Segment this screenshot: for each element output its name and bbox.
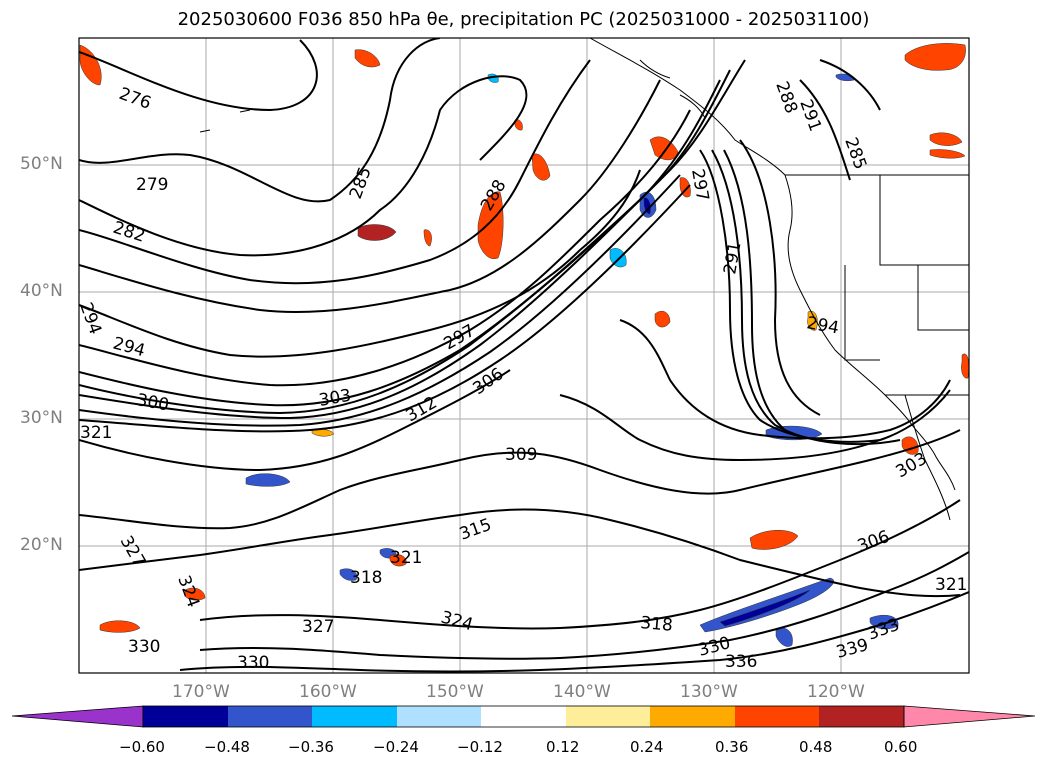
colorbar-segment (566, 706, 650, 727)
lon-label-150w: 150°W (426, 682, 484, 702)
contour-label: 327 (302, 617, 334, 637)
colorbar-tick-label: −0.24 (373, 738, 419, 756)
coastlines (199, 38, 969, 521)
colorbar-extend-low (11, 705, 144, 728)
colorbar-tick-label: 0.48 (799, 738, 833, 756)
lat-label-40: 40°N (20, 281, 63, 301)
contour-label: 321 (80, 423, 112, 443)
colorbar-segment (397, 706, 481, 727)
lat-label-30: 30°N (20, 408, 63, 428)
colorbar-tick-label: 0.24 (630, 738, 664, 756)
contour-label: 318 (640, 613, 674, 636)
colorbar (11, 705, 1036, 728)
precip-patches (79, 43, 969, 647)
colorbar-segment (819, 706, 904, 727)
lon-label-140w: 140°W (553, 682, 611, 702)
contour-label: 279 (136, 175, 168, 195)
colorbar-segment (735, 706, 819, 727)
lat-label-50: 50°N (20, 154, 63, 174)
contour-label: 336 (725, 652, 757, 672)
colorbar-extend-high (903, 705, 1036, 728)
map-title: 2025030600 F036 850 hPa θe, precipitatio… (177, 9, 870, 30)
colorbar-segment (481, 706, 566, 727)
lon-label-130w: 130°W (680, 682, 738, 702)
colorbar-tick-label: −0.36 (288, 738, 334, 756)
colorbar-segment (143, 706, 228, 727)
contour-label: 330 (237, 653, 269, 673)
colorbar-segment (650, 706, 735, 727)
contour-label: 321 (935, 575, 967, 595)
contour-label: 321 (390, 548, 422, 568)
colorbar-tick-label: 0.36 (715, 738, 749, 756)
lon-label-170w: 170°W (172, 682, 230, 702)
contour-label: 318 (350, 568, 382, 588)
lat-label-20: 20°N (20, 535, 63, 555)
contour-label: 330 (128, 637, 160, 657)
lon-label-120w: 120°W (807, 682, 865, 702)
colorbar-tick-label: −0.48 (204, 738, 250, 756)
contour-label: 309 (505, 445, 537, 465)
colorbar-segment (312, 706, 397, 727)
colorbar-tick-label: −0.12 (457, 738, 503, 756)
lon-label-160w: 160°W (299, 682, 357, 702)
colorbar-tick-label: 0.60 (884, 738, 918, 756)
colorbar-tick-label: 0.12 (546, 738, 580, 756)
colorbar-tick-label: −0.60 (119, 738, 165, 756)
map-frame (78, 37, 970, 674)
colorbar-segment (228, 706, 312, 727)
contour-lines (79, 38, 969, 673)
